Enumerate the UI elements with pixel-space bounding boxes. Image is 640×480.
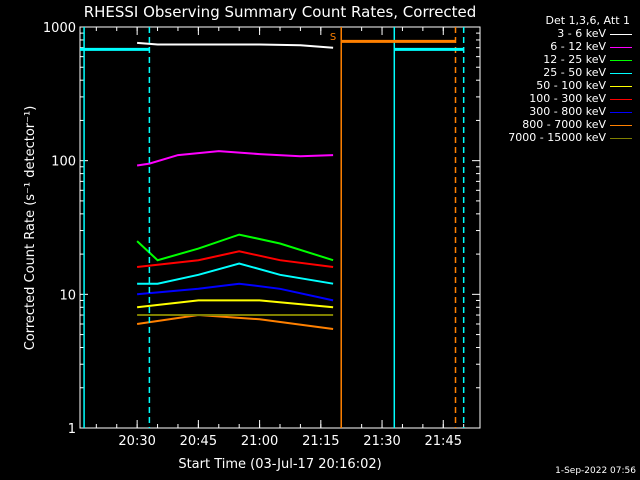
plot-frame (79, 26, 481, 429)
legend-swatch (610, 98, 632, 100)
series-layer (136, 41, 334, 330)
x-tick-label: 20:30 (118, 434, 155, 449)
y-axis-label: Corrected Count Rate (s⁻¹ detector⁻¹) (23, 106, 38, 351)
legend-entry: 12 - 25 keV (543, 53, 632, 66)
legend-swatch (610, 72, 632, 74)
y-tick-label: 10 (59, 288, 76, 303)
legend-entry: 800 - 7000 keV (522, 118, 632, 131)
legend-entry: 3 - 6 keV (557, 27, 632, 40)
series-line (137, 41, 334, 49)
legend-entry: 300 - 800 keV (529, 105, 632, 118)
legend-swatch (610, 124, 632, 126)
marker-layer: S (80, 27, 465, 428)
axes-group: 1 10 100 1000 20:30 20:45 21:00 21:15 21:30 21:45 (43, 21, 481, 449)
series-line (136, 150, 334, 167)
legend-label: 7000 - 15000 keV (508, 131, 606, 144)
y-tick-label: 1000 (43, 21, 76, 36)
legend-title: Det 1,3,6, Att 1 (545, 14, 630, 27)
legend-entry: 7000 - 15000 keV (508, 131, 632, 144)
x-tick-label: 21:30 (363, 434, 400, 449)
x-tick-label: 20:45 (180, 434, 217, 449)
legend-label: 25 - 50 keV (543, 66, 606, 79)
legend-label: 3 - 6 keV (557, 27, 606, 40)
series-line (136, 233, 334, 262)
x-tick-label: 21:00 (241, 434, 278, 449)
timestamp: 1-Sep-2022 07:56 (555, 466, 636, 476)
x-tick-label: 21:45 (425, 434, 462, 449)
legend-label: 800 - 7000 keV (522, 118, 606, 131)
legend-entry: 6 - 12 keV (550, 40, 632, 53)
legend-swatch (610, 33, 632, 35)
legend-entry: 25 - 50 keV (543, 66, 632, 79)
series-line (136, 313, 334, 330)
series-line (136, 250, 334, 268)
legend-swatch (610, 137, 632, 139)
legend-entry: 50 - 100 keV (536, 79, 632, 92)
legend-label: 300 - 800 keV (529, 105, 606, 118)
legend-entry: 100 - 300 keV (529, 92, 632, 105)
series-line (137, 262, 334, 285)
legend-swatch (610, 59, 632, 61)
legend-swatch (610, 111, 632, 113)
legend-label: 12 - 25 keV (543, 53, 606, 66)
legend-label: 50 - 100 keV (536, 79, 606, 92)
legend-label: 6 - 12 keV (550, 40, 606, 53)
x-tick-label: 21:15 (302, 434, 339, 449)
legend-swatch (610, 46, 632, 48)
series-line (136, 299, 334, 309)
legend-label: 100 - 300 keV (529, 92, 606, 105)
legend-swatch (610, 85, 632, 87)
y-tick-label: 100 (51, 155, 76, 170)
chart-title: RHESSI Observing Summary Count Rates, Co… (84, 3, 477, 21)
annotation-label: S (330, 32, 336, 43)
y-tick-label: 1 (68, 422, 76, 437)
series-line (137, 282, 334, 302)
x-axis-label: Start Time (03-Jul-17 20:16:02) (178, 457, 381, 472)
